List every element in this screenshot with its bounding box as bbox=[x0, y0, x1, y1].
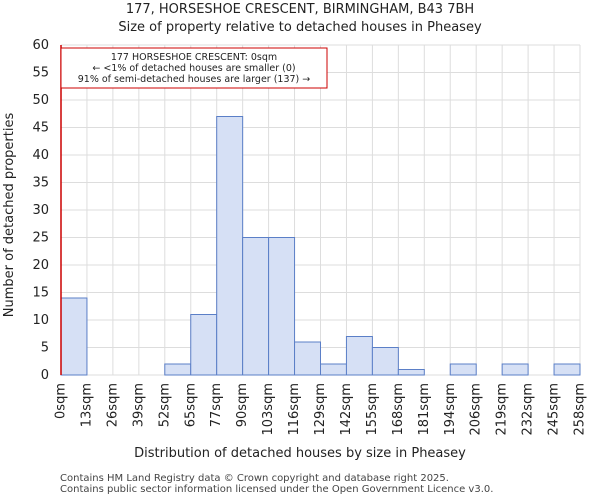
x-tick-label: 13sqm bbox=[79, 383, 94, 427]
annotation-box: 177 HORSESHOE CRESCENT: 0sqm ← <1% of de… bbox=[60, 47, 328, 89]
x-tick-label: 258sqm bbox=[573, 383, 588, 436]
annotation-frame bbox=[60, 47, 328, 89]
y-tick-label: 50 bbox=[32, 93, 49, 108]
y-tick-label: 0 bbox=[41, 368, 49, 383]
bar-194sqm bbox=[449, 363, 477, 376]
annotation-line-2: ← <1% of detached houses are smaller (0) bbox=[92, 63, 295, 74]
bar-129sqm bbox=[320, 363, 347, 376]
x-tick-label: 155sqm bbox=[365, 383, 380, 436]
x-tick-label: 129sqm bbox=[313, 383, 328, 436]
x-tick-label: 90sqm bbox=[235, 383, 250, 427]
y-tick-label: 25 bbox=[32, 231, 49, 246]
x-tick-label: 65sqm bbox=[183, 383, 198, 427]
x-axis-label: Distribution of detached houses by size … bbox=[134, 446, 466, 461]
bars bbox=[60, 116, 581, 376]
x-tick-label: 194sqm bbox=[443, 383, 458, 436]
y-tick-label: 45 bbox=[32, 121, 49, 136]
y-tick-label: 35 bbox=[32, 176, 49, 191]
y-tick-label: 40 bbox=[32, 148, 49, 163]
x-tick-label: 219sqm bbox=[495, 383, 510, 436]
bar-142sqm bbox=[345, 336, 373, 376]
x-tick-label: 103sqm bbox=[261, 383, 276, 436]
bar-65sqm bbox=[190, 314, 218, 376]
x-tick-label: 245sqm bbox=[547, 383, 562, 436]
x-tick-label: 77sqm bbox=[209, 383, 224, 427]
bar-90sqm bbox=[242, 237, 270, 376]
bar-0sqm bbox=[60, 297, 88, 376]
x-tick-label: 52sqm bbox=[157, 383, 172, 427]
x-tick-label: 232sqm bbox=[521, 383, 536, 436]
y-tick-label: 10 bbox=[32, 313, 49, 328]
chart-title: 177, HORSESHOE CRESCENT, BIRMINGHAM, B43… bbox=[126, 2, 474, 17]
bar-103sqm bbox=[268, 237, 296, 376]
y-tick-label: 30 bbox=[32, 203, 49, 218]
y-tick-label: 20 bbox=[32, 258, 49, 273]
footer-line-2: Contains public sector information licen… bbox=[60, 484, 494, 495]
x-ticks: 0sqm 13sqm 26sqm 39sqm 52sqm 65sqm 77sqm 90sqm 1… bbox=[54, 383, 588, 436]
y-tick-label: 15 bbox=[32, 286, 49, 301]
bar-155sqm bbox=[371, 347, 399, 376]
annotation-line-1: 177 HORSESHOE CRESCENT: 0sqm bbox=[111, 52, 277, 63]
y-axis-label: Number of detached properties bbox=[2, 113, 17, 318]
x-tick-label: 26sqm bbox=[105, 383, 120, 427]
x-tick-label: 39sqm bbox=[131, 383, 146, 427]
grid bbox=[60, 44, 581, 376]
bar-168sqm bbox=[397, 369, 425, 376]
bar-116sqm bbox=[294, 341, 321, 376]
x-tick-label: 0sqm bbox=[54, 383, 69, 419]
bar-245sqm bbox=[553, 363, 581, 376]
y-tick-label: 5 bbox=[41, 341, 49, 356]
x-tick-label: 181sqm bbox=[417, 383, 432, 436]
x-tick-label: 206sqm bbox=[469, 383, 484, 436]
x-tick-label: 168sqm bbox=[391, 383, 406, 436]
y-ticks: 0 5 10 15 20 25 30 35 40 45 50 55 60 bbox=[32, 38, 49, 383]
chart-subtitle: Size of property relative to detached ho… bbox=[118, 20, 482, 35]
y-tick-label: 55 bbox=[32, 66, 49, 81]
x-tick-label: 142sqm bbox=[339, 383, 354, 436]
footer-line-1: Contains HM Land Registry data © Crown c… bbox=[60, 473, 449, 484]
bar-52sqm bbox=[164, 363, 192, 376]
x-tick-label: 116sqm bbox=[287, 383, 302, 436]
bar-77sqm bbox=[216, 116, 244, 376]
y-tick-label: 60 bbox=[32, 38, 49, 53]
annotation-line-3: 91% of semi-detached houses are larger (… bbox=[78, 74, 311, 85]
chart: 177, HORSESHOE CRESCENT, BIRMINGHAM, B43… bbox=[2, 2, 588, 461]
bar-219sqm bbox=[501, 363, 529, 376]
